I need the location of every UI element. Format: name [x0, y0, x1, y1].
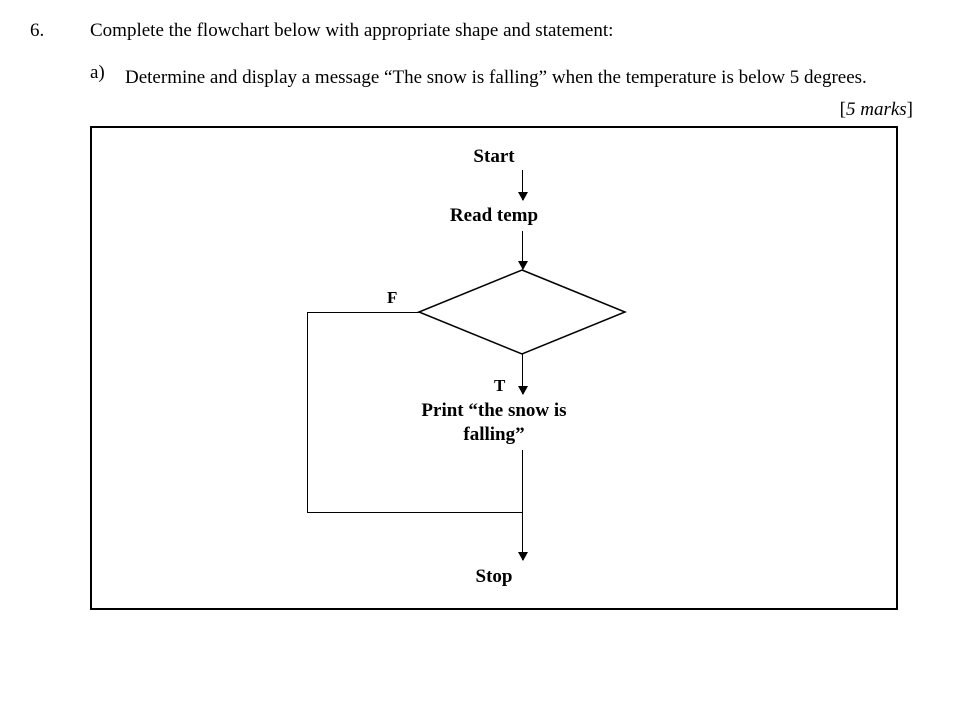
print-line-1: Print “the snow is: [92, 400, 896, 422]
print-line-2: falling”: [92, 424, 896, 446]
arrow-2: [522, 231, 523, 269]
diamond-shape: [417, 268, 627, 356]
flowchart-container: Start Read temp F T Print “the snow is f…: [90, 126, 898, 610]
flowchart: Start Read temp F T Print “the snow is f…: [92, 128, 896, 608]
true-label: T: [494, 376, 505, 396]
sub-question: a) Determine and display a message “The …: [90, 62, 928, 94]
decision-diamond: [417, 268, 627, 356]
question-text: Complete the flowchart below with approp…: [90, 20, 928, 42]
false-label: F: [387, 288, 397, 308]
marks-text: 5 marks: [846, 99, 907, 120]
flowchart-stop: Stop: [92, 566, 896, 588]
marks-label: [5 marks]: [30, 99, 913, 121]
arrow-1: [522, 170, 523, 200]
arrow-3: [522, 354, 523, 394]
arrow-5: [522, 512, 523, 560]
flowchart-read: Read temp: [92, 205, 896, 227]
sub-question-text: Determine and display a message “The sno…: [125, 62, 928, 94]
flowchart-start: Start: [92, 146, 896, 168]
arrow-4-part1: [522, 450, 523, 512]
question-number: 6.: [30, 20, 90, 42]
f-line-horizontal-top: [307, 312, 419, 313]
question-header: 6. Complete the flowchart below with app…: [30, 20, 928, 42]
f-line-horizontal-bottom: [307, 512, 522, 513]
sub-question-label: a): [90, 62, 125, 84]
